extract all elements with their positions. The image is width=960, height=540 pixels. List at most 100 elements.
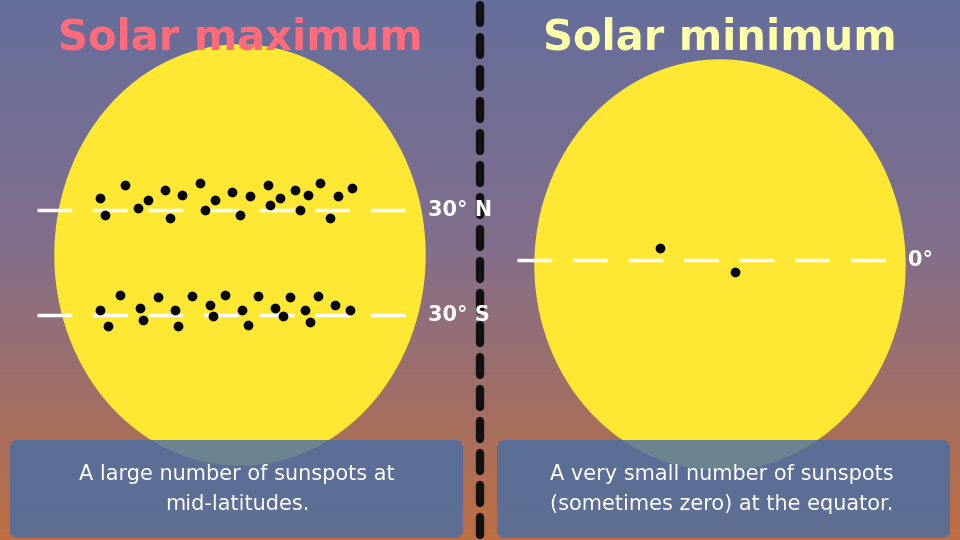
Bar — [0, 248, 960, 251]
Bar — [0, 213, 960, 216]
Bar — [0, 505, 960, 508]
Bar — [0, 510, 960, 513]
Bar — [0, 416, 960, 418]
Bar — [0, 176, 960, 178]
Bar — [0, 424, 960, 427]
FancyBboxPatch shape — [10, 440, 463, 538]
Bar — [0, 251, 960, 254]
Bar — [0, 265, 960, 267]
Bar — [0, 73, 960, 76]
Bar — [0, 451, 960, 454]
Bar — [0, 494, 960, 497]
Bar — [0, 89, 960, 92]
Bar — [0, 443, 960, 445]
Bar — [0, 410, 960, 413]
Bar — [0, 57, 960, 59]
Bar — [0, 259, 960, 262]
Bar — [0, 243, 960, 246]
Bar — [0, 354, 960, 356]
Bar — [0, 521, 960, 524]
Bar — [0, 192, 960, 194]
Bar — [0, 208, 960, 211]
Bar — [0, 221, 960, 224]
Bar — [0, 230, 960, 232]
Bar — [0, 486, 960, 489]
Bar — [0, 526, 960, 529]
Bar — [0, 186, 960, 189]
Bar — [0, 97, 960, 100]
Bar — [0, 40, 960, 43]
Bar — [0, 273, 960, 275]
Bar — [0, 184, 960, 186]
FancyBboxPatch shape — [497, 440, 950, 538]
Bar — [0, 8, 960, 11]
Bar — [0, 400, 960, 402]
Bar — [0, 413, 960, 416]
Bar — [0, 356, 960, 359]
Bar — [0, 437, 960, 440]
Bar — [0, 470, 960, 472]
Bar — [0, 532, 960, 535]
Bar — [0, 24, 960, 27]
Bar — [0, 310, 960, 313]
Bar — [0, 418, 960, 421]
Bar — [0, 32, 960, 35]
Bar — [0, 489, 960, 491]
Bar — [0, 375, 960, 378]
Bar — [0, 43, 960, 46]
Bar — [0, 211, 960, 213]
Bar — [0, 62, 960, 65]
Bar — [0, 262, 960, 265]
Bar — [0, 11, 960, 14]
Bar — [0, 76, 960, 78]
Bar — [0, 516, 960, 518]
Bar — [0, 94, 960, 97]
Bar — [0, 84, 960, 86]
Bar — [0, 394, 960, 397]
Bar — [0, 373, 960, 375]
Bar — [0, 370, 960, 373]
Bar — [0, 127, 960, 130]
Bar — [0, 305, 960, 308]
Bar — [0, 14, 960, 16]
Bar — [0, 197, 960, 200]
Bar — [0, 219, 960, 221]
Bar — [0, 429, 960, 432]
Bar — [0, 167, 960, 170]
Bar — [0, 281, 960, 284]
Bar — [0, 308, 960, 310]
Bar — [0, 392, 960, 394]
Bar — [0, 151, 960, 154]
Bar — [0, 302, 960, 305]
Bar — [0, 108, 960, 111]
Bar — [0, 383, 960, 386]
Bar — [0, 362, 960, 364]
Bar — [0, 502, 960, 505]
Bar — [0, 386, 960, 389]
Bar — [0, 119, 960, 122]
Bar — [0, 513, 960, 516]
Bar — [0, 246, 960, 248]
Bar — [0, 205, 960, 208]
Bar — [0, 286, 960, 289]
Bar — [0, 500, 960, 502]
Bar — [0, 397, 960, 400]
Bar — [0, 338, 960, 340]
Bar — [0, 518, 960, 521]
Bar — [0, 30, 960, 32]
Bar — [0, 103, 960, 105]
Bar — [0, 378, 960, 381]
Bar — [0, 59, 960, 62]
Bar — [0, 332, 960, 335]
Bar — [0, 300, 960, 302]
Bar — [0, 70, 960, 73]
Bar — [0, 216, 960, 219]
Bar — [0, 165, 960, 167]
Bar — [0, 464, 960, 467]
Bar — [0, 38, 960, 40]
Bar — [0, 200, 960, 202]
Bar — [0, 329, 960, 332]
Bar — [0, 46, 960, 49]
Bar — [0, 51, 960, 54]
Bar — [0, 27, 960, 30]
